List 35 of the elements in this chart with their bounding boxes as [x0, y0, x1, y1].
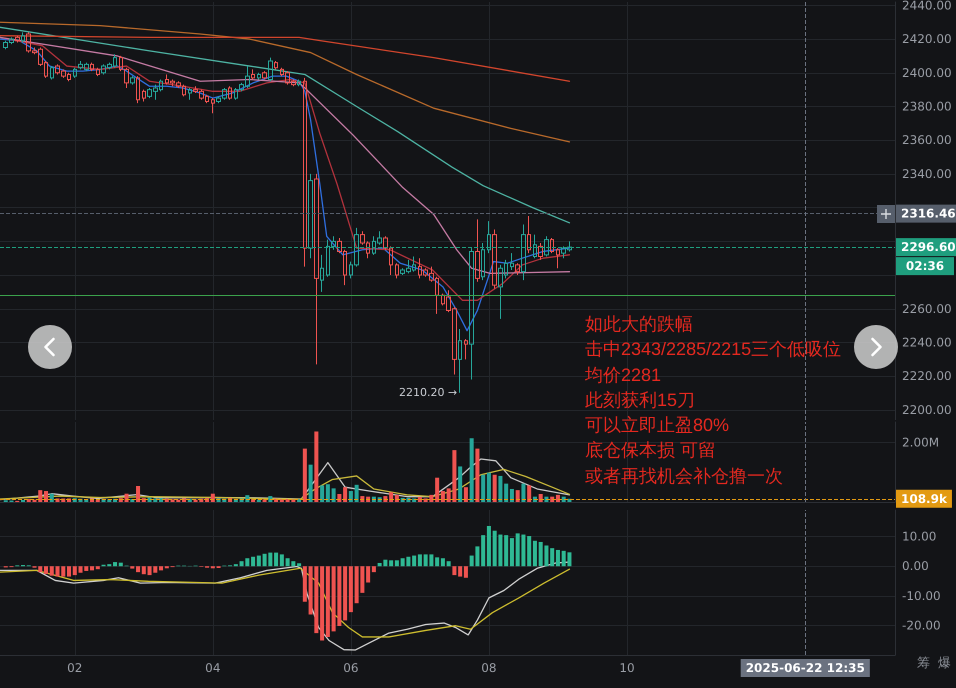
y-tick-label: 2.00M	[902, 436, 940, 450]
y-tick-label: 2220.00	[902, 369, 952, 384]
annotation: 如此大的跌幅	[585, 313, 694, 336]
annotation: 此刻获利15刀	[585, 388, 696, 412]
y-tick-label: -10.00	[902, 588, 941, 603]
ref-line-label: 2316.46	[901, 206, 956, 221]
text: 爆	[938, 656, 951, 672]
y-tick-label: -20.00	[902, 618, 941, 632]
x-tick-label: 08	[481, 661, 497, 675]
annotation: 均价2281	[585, 364, 662, 387]
y-tick-label: 2200.00	[902, 402, 952, 417]
y-tick-label: 10.00	[902, 530, 936, 544]
y-tick-label: 2400.00	[902, 66, 952, 80]
ref-line-label: 2025-06-22 12:35	[746, 661, 865, 675]
y-tick-label: 2240.00	[902, 335, 952, 350]
y-tick-label: 2340.00	[902, 166, 952, 181]
y-tick-label: 2440.00	[902, 0, 952, 12]
annotation: 可以立即止盈80%	[585, 414, 730, 438]
x-tick-label: 10	[619, 661, 635, 675]
y-tick-label: 0.00	[902, 559, 929, 574]
y-tick-label: 2260.00	[902, 302, 952, 316]
text: 02:36	[906, 259, 944, 274]
annotation: 或者再找机会补仓撸一次	[585, 464, 784, 488]
annotation: 2210.20 →	[398, 386, 458, 400]
x-tick-label: 06	[343, 661, 359, 675]
annotation: 击中2343/2285/2215三个低吸位	[585, 338, 842, 362]
text: 筹	[917, 656, 930, 672]
annotation: 底仓保本损 可留	[585, 439, 718, 462]
x-tick-label: 02	[67, 661, 82, 675]
ref-line-label: 108.9k	[901, 492, 948, 506]
y-tick-label: 2360.00	[902, 133, 952, 148]
y-tick-label: 2420.00	[902, 32, 952, 46]
ref-line-label: 2296.60	[901, 240, 956, 254]
x-tick-label: 04	[205, 661, 220, 675]
y-tick-label: 2380.00	[902, 100, 952, 114]
